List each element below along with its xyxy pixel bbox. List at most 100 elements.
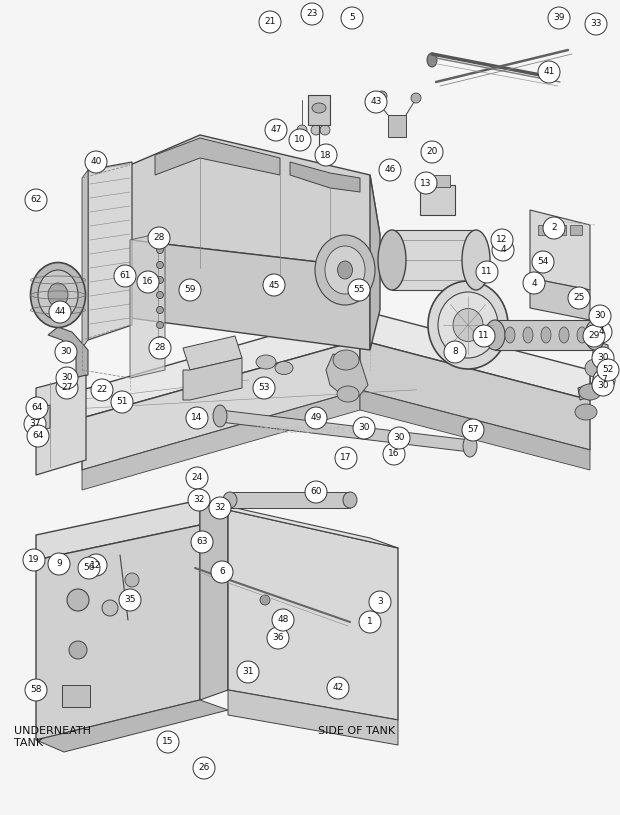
Text: 61: 61 — [119, 271, 131, 280]
Circle shape — [186, 407, 208, 429]
Text: 30: 30 — [393, 434, 405, 443]
Polygon shape — [82, 310, 590, 418]
Ellipse shape — [223, 492, 237, 508]
Circle shape — [149, 337, 171, 359]
Text: 51: 51 — [117, 398, 128, 407]
Text: 48: 48 — [277, 615, 289, 624]
Bar — [570, 225, 582, 235]
Bar — [495, 320, 595, 350]
Circle shape — [359, 611, 381, 633]
Ellipse shape — [579, 384, 601, 400]
Text: 28: 28 — [153, 234, 165, 243]
Circle shape — [179, 279, 201, 301]
Text: 20: 20 — [427, 148, 438, 156]
Ellipse shape — [377, 91, 387, 101]
Circle shape — [23, 549, 45, 571]
Text: 55: 55 — [353, 285, 365, 294]
Circle shape — [188, 489, 210, 511]
Text: 24: 24 — [192, 474, 203, 482]
Text: 39: 39 — [553, 14, 565, 23]
Circle shape — [353, 417, 375, 439]
Text: 25: 25 — [574, 293, 585, 302]
Circle shape — [315, 144, 337, 166]
Polygon shape — [290, 162, 360, 192]
Polygon shape — [82, 390, 360, 490]
Circle shape — [523, 272, 545, 294]
Ellipse shape — [213, 405, 227, 427]
Text: 41: 41 — [543, 68, 555, 77]
Circle shape — [211, 561, 233, 583]
Circle shape — [462, 419, 484, 441]
Circle shape — [532, 251, 554, 273]
Ellipse shape — [67, 589, 89, 611]
Text: 7: 7 — [601, 376, 607, 385]
Ellipse shape — [337, 261, 353, 279]
Text: 36: 36 — [272, 633, 284, 642]
Polygon shape — [530, 278, 590, 320]
Text: 3: 3 — [377, 597, 383, 606]
Circle shape — [590, 321, 612, 343]
Bar — [425, 175, 450, 187]
Polygon shape — [38, 405, 50, 430]
Circle shape — [585, 13, 607, 35]
Bar — [554, 225, 566, 235]
Circle shape — [341, 7, 363, 29]
Ellipse shape — [438, 292, 498, 358]
Text: 31: 31 — [242, 667, 254, 676]
Polygon shape — [36, 500, 200, 560]
Text: 16: 16 — [388, 450, 400, 459]
Text: 54: 54 — [538, 258, 549, 267]
Circle shape — [85, 151, 107, 173]
Circle shape — [157, 731, 179, 753]
Bar — [230, 492, 350, 508]
Ellipse shape — [156, 262, 164, 268]
Circle shape — [476, 261, 498, 283]
Polygon shape — [130, 232, 165, 378]
Circle shape — [421, 141, 443, 163]
Text: 4: 4 — [500, 245, 506, 254]
Text: 12: 12 — [91, 561, 102, 570]
Text: 32: 32 — [193, 496, 205, 504]
Circle shape — [597, 359, 619, 381]
Text: 30: 30 — [597, 354, 609, 363]
Circle shape — [583, 325, 605, 347]
Ellipse shape — [333, 350, 359, 370]
Text: 4: 4 — [598, 328, 604, 337]
Text: 13: 13 — [420, 178, 432, 187]
Text: 23: 23 — [306, 10, 317, 19]
Text: 47: 47 — [270, 126, 281, 134]
Text: 33: 33 — [590, 20, 602, 29]
Ellipse shape — [453, 309, 483, 341]
Ellipse shape — [523, 327, 533, 343]
Ellipse shape — [59, 374, 77, 386]
Circle shape — [24, 413, 46, 435]
Circle shape — [589, 305, 611, 327]
Circle shape — [348, 279, 370, 301]
Ellipse shape — [156, 321, 164, 328]
Circle shape — [253, 377, 275, 399]
Ellipse shape — [59, 392, 77, 404]
Circle shape — [56, 367, 78, 389]
Circle shape — [186, 467, 208, 489]
Text: 37: 37 — [29, 420, 41, 429]
Circle shape — [272, 609, 294, 631]
Circle shape — [383, 443, 405, 465]
Ellipse shape — [320, 125, 330, 135]
Text: 9: 9 — [56, 560, 62, 569]
Text: 49: 49 — [311, 413, 322, 422]
Text: 32: 32 — [215, 504, 226, 513]
Circle shape — [26, 397, 48, 419]
Text: 42: 42 — [332, 684, 343, 693]
Ellipse shape — [428, 281, 508, 369]
Polygon shape — [370, 175, 380, 350]
Ellipse shape — [256, 355, 276, 369]
Ellipse shape — [156, 276, 164, 284]
Polygon shape — [228, 510, 398, 720]
Circle shape — [27, 425, 49, 447]
Text: 64: 64 — [32, 431, 43, 440]
Polygon shape — [200, 500, 398, 548]
Text: 52: 52 — [602, 365, 614, 375]
Ellipse shape — [278, 610, 286, 618]
Text: 30: 30 — [597, 381, 609, 390]
Text: 43: 43 — [370, 98, 382, 107]
